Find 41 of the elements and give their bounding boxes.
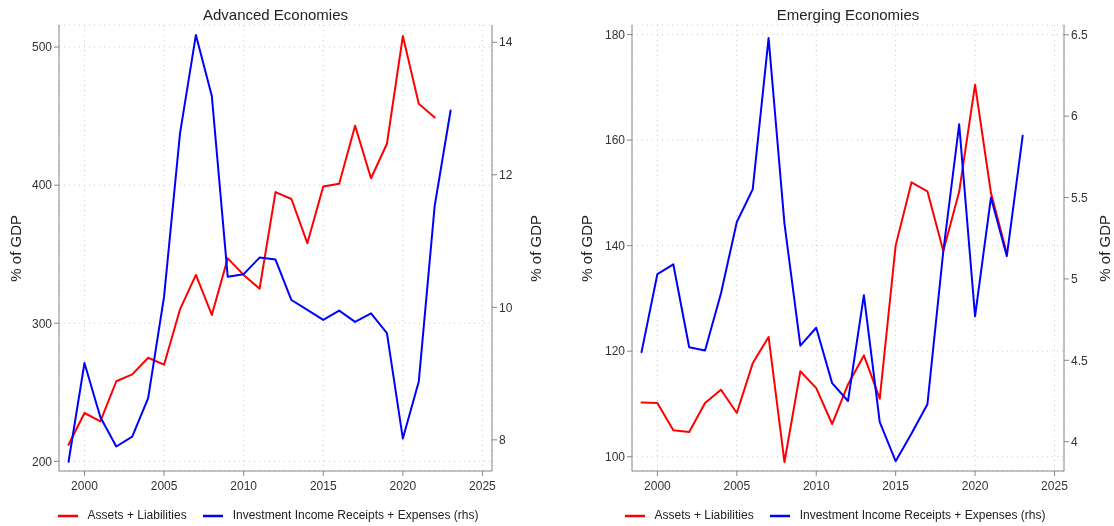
- y2-tick-label: 6: [1071, 109, 1078, 124]
- y2-tick-label: 5: [1071, 272, 1078, 287]
- y2-tick-label: 14: [499, 35, 513, 50]
- x-tick-label: 2015: [309, 478, 337, 493]
- y-tick-label: 160: [604, 133, 626, 148]
- x-tick-label: 2010: [802, 478, 830, 493]
- y-tick-label: 500: [31, 40, 53, 55]
- legend-label: Investment Income Receipts + Expenses (rhs): [799, 508, 1046, 523]
- y-tick-label: 200: [31, 454, 53, 469]
- legend-label: Assets + Liabilities: [654, 508, 754, 523]
- x-tick-label: 2000: [644, 478, 672, 493]
- x-tick-label: 2025: [469, 478, 497, 493]
- x-tick-label: 2005: [723, 478, 751, 493]
- y-tick-label: 180: [604, 27, 626, 42]
- x-tick-label: 2020: [961, 478, 989, 493]
- legend-label: Investment Income Receipts + Expenses (rhs): [232, 508, 479, 523]
- y-tick-label: 120: [604, 344, 626, 359]
- y2-axis-title: % of GDP: [526, 214, 544, 282]
- y-tick-label: 300: [31, 316, 53, 331]
- chart-title: Advanced Economies: [202, 6, 349, 23]
- y-axis-title: % of GDP: [6, 214, 24, 282]
- y-tick-label: 100: [604, 450, 626, 465]
- x-tick-label: 2025: [1041, 478, 1069, 493]
- y2-tick-label: 8: [499, 433, 506, 448]
- y-tick-label: 400: [31, 178, 53, 193]
- x-tick-label: 2020: [389, 478, 417, 493]
- x-tick-label: 2005: [150, 478, 178, 493]
- y2-tick-label: 12: [499, 168, 513, 183]
- y2-tick-label: 5.5: [1071, 190, 1089, 205]
- x-tick-label: 2010: [230, 478, 258, 493]
- x-tick-label: 2015: [882, 478, 910, 493]
- y2-tick-label: 4.5: [1071, 353, 1089, 368]
- y-tick-label: 140: [604, 238, 626, 253]
- y2-tick-label: 6.5: [1071, 28, 1089, 43]
- legend-label: Assets + Liabilities: [87, 508, 187, 523]
- x-tick-label: 2000: [71, 478, 99, 493]
- y2-axis-title: % of GDP: [1095, 214, 1113, 282]
- chart-title: Emerging Economies: [776, 6, 920, 23]
- y2-tick-label: 4: [1071, 434, 1078, 449]
- y-axis-title: % of GDP: [577, 214, 595, 282]
- y2-tick-label: 10: [499, 300, 513, 315]
